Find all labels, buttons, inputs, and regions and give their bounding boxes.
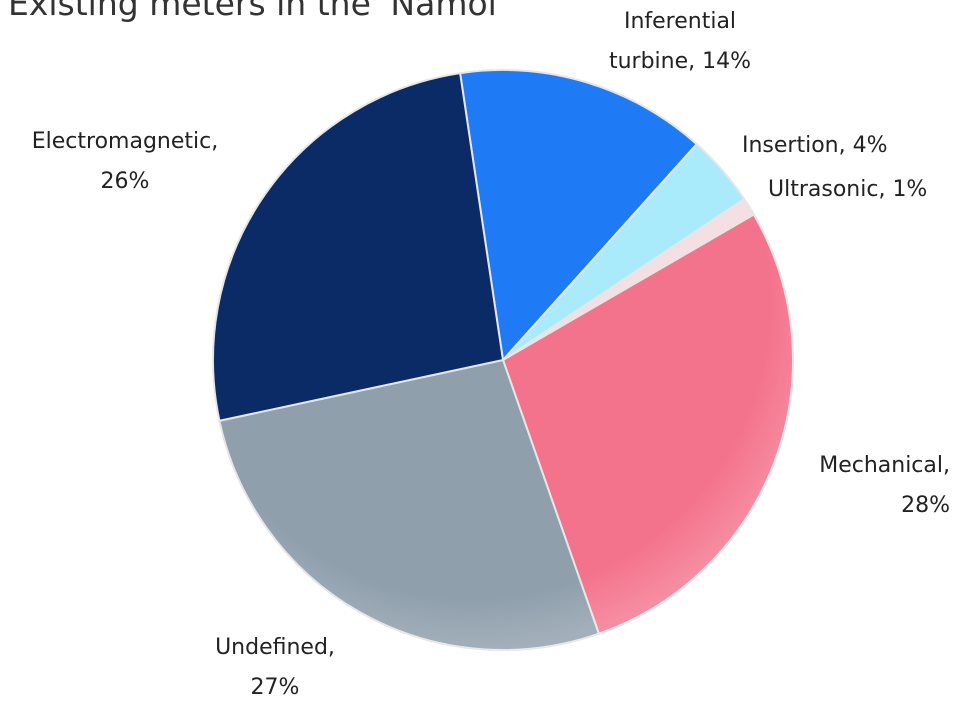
chart-title: Existing meters in the 'Namol — [8, 0, 497, 23]
value-label: 28% — [901, 493, 950, 518]
category-label: Undefined, — [215, 635, 335, 660]
value-label: 27% — [250, 675, 300, 700]
data-label: Undefined, 27% — [190, 628, 360, 708]
value-label: 1% — [892, 177, 928, 202]
category-label: Insertion, — [742, 133, 846, 158]
value-label: 4% — [852, 133, 888, 158]
data-label: Mechanical, 28% — [780, 446, 950, 526]
category-label: Mechanical, — [819, 453, 950, 478]
data-label: Electromagnetic, 26% — [10, 122, 240, 202]
category-label: Ultrasonic, — [768, 177, 886, 202]
data-label: Inferential turbine, 14% — [590, 2, 770, 82]
value-label: 14% — [702, 49, 752, 74]
data-label: Insertion, 4% — [742, 126, 888, 166]
category-label: Inferential turbine, — [608, 9, 737, 74]
category-label: Electromagnetic, — [31, 129, 219, 154]
value-label: 26% — [100, 169, 150, 194]
pie-slice — [212, 72, 505, 422]
data-label: Ultrasonic, 1% — [768, 170, 927, 210]
